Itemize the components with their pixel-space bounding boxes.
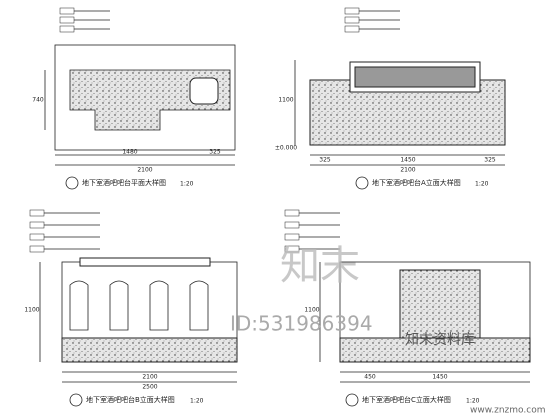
view-scale: 1:20 (190, 398, 204, 405)
watermark-brand: 知末 (280, 243, 360, 289)
view-title: 地下室酒吧吧台B立面大样图 (86, 395, 175, 404)
dimension: 2100 (400, 167, 415, 174)
dimension: 2100 (137, 167, 152, 174)
leader-tags (29, 7, 400, 253)
dimension: 325 (319, 157, 331, 164)
elevation-b (39, 257, 238, 383)
watermark-library: 知末资料库 (405, 331, 475, 348)
plan-view (44, 44, 236, 166)
view-scale: 1:20 (466, 398, 480, 405)
view-title: 地下室酒吧吧台平面大样图 (82, 178, 166, 187)
view-scale: 1:20 (475, 181, 489, 188)
dimension: 325 (209, 149, 221, 156)
view-marker (69, 393, 83, 407)
view-marker (355, 176, 369, 190)
view-marker (345, 393, 359, 407)
dimension: 1100 (24, 307, 39, 314)
dimension: 1480 (122, 149, 137, 156)
dimension: 1100 (278, 97, 293, 104)
watermark-url: www.znzmo.com (470, 406, 545, 416)
elevation-a (294, 60, 506, 166)
elevation-c (319, 261, 531, 383)
view-title: 地下室酒吧吧台C立面大样图 (362, 395, 451, 404)
dimension: 325 (484, 157, 496, 164)
dimension: 1100 (304, 307, 319, 314)
dimension: 1450 (432, 374, 447, 381)
dimension: 2100 (142, 374, 157, 381)
view-marker (65, 176, 79, 190)
dimension: 740 (32, 97, 44, 104)
view-title: 地下室酒吧吧台A立面大样图 (372, 178, 461, 187)
watermark-id: ID:531986394 (230, 312, 373, 336)
dimension: 2500 (142, 384, 157, 391)
dimension: 450 (364, 374, 376, 381)
dimension: 1450 (400, 157, 415, 164)
dimension: ±0.000 (275, 145, 297, 152)
view-scale: 1:20 (180, 181, 194, 188)
